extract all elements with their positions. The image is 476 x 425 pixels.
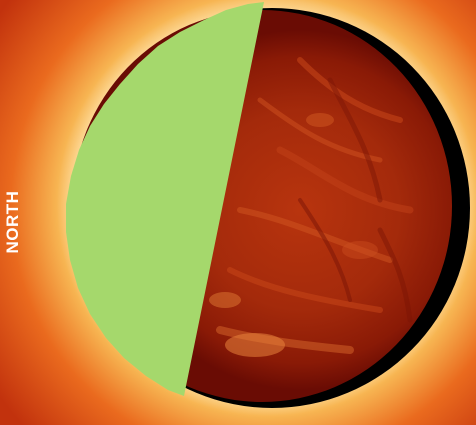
north-orientation-label: NORTH	[3, 186, 23, 258]
